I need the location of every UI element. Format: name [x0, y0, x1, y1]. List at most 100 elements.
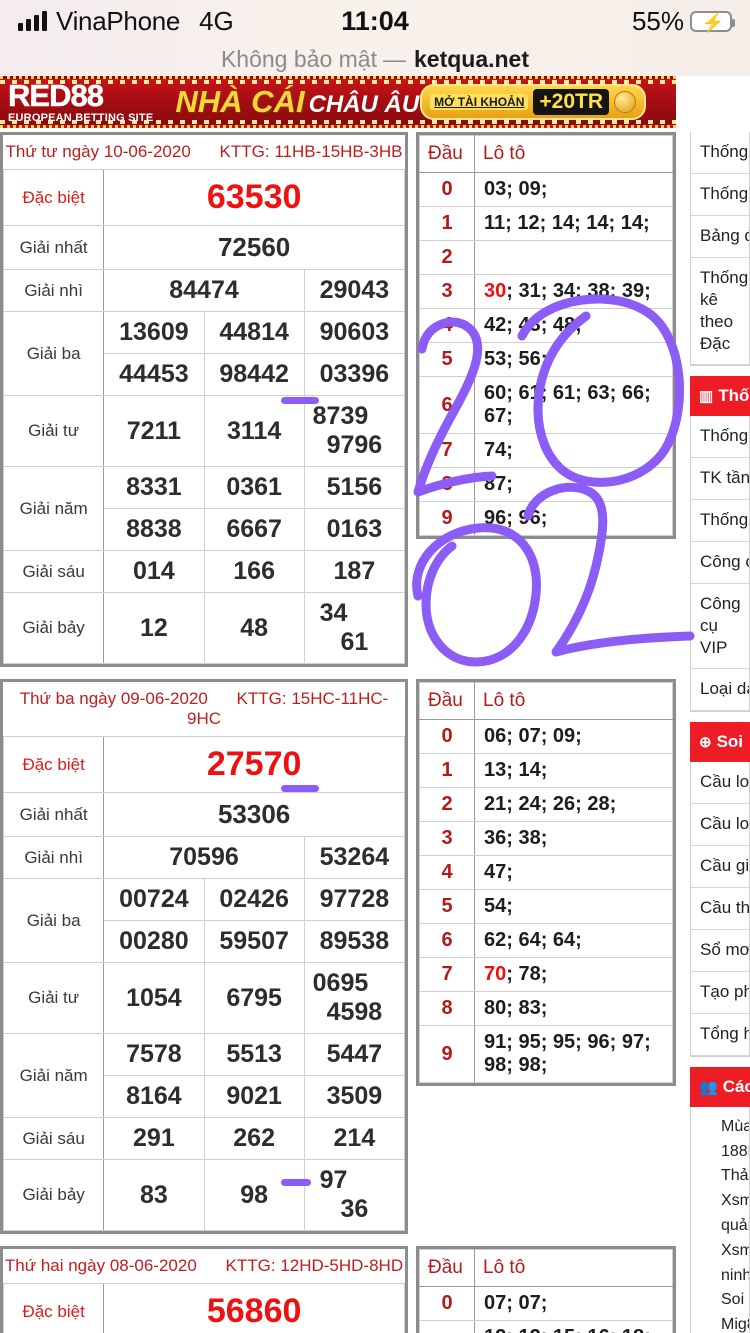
sidebar-item-congcu-1[interactable]: Công cụ: [691, 542, 749, 584]
loto-rest: 36; 38;: [484, 827, 548, 849]
sidebar-item-thongke-3[interactable]: Thống kê: [691, 416, 749, 459]
sidebar-item-somo[interactable]: Sổ mơ ⊞: [691, 930, 749, 972]
prize-value-seventh: 61: [340, 628, 369, 656]
battery-charging-icon: ⚡: [690, 10, 735, 34]
prize-value-third: 03396: [303, 353, 406, 396]
prize-value-third: 13609: [103, 311, 205, 354]
sidebar-item-thongke-dacbiet[interactable]: Thống kê theo Đặc: [691, 258, 749, 366]
sidebar-item-cauloto-1[interactable]: Cầu loto: [691, 762, 749, 805]
sidebar-section-thongke[interactable]: ▥ Thố: [690, 376, 750, 417]
table-row: Giải bảy 83 98 97 36: [2, 1159, 406, 1231]
table-row: Giải sáu 014 166 187: [2, 550, 406, 593]
table-row: 8838 6667 0163: [4, 508, 406, 551]
sidebar-item-tktansuat[interactable]: TK tần su: [691, 458, 749, 501]
loto-dau: 9: [419, 501, 475, 536]
loto-rest: 06; 07; 09;: [484, 725, 582, 747]
loto-dau: 3: [419, 821, 475, 856]
sidebar-item-tonghop[interactable]: Tổng hợp: [691, 1014, 749, 1056]
prize-value-seventh: 83: [103, 1159, 205, 1231]
loto-rest: 54;: [484, 895, 513, 917]
loto-rest: 74;: [484, 439, 513, 461]
loto-rest: 12; 12; 15; 16; 18; 18;: [484, 1326, 651, 1333]
sidebar-item-cauloto-2[interactable]: Cầu loto: [691, 804, 749, 847]
list-item[interactable]: Xsmt quản: [721, 1189, 749, 1239]
loto-rest: 53; 56;: [484, 348, 548, 370]
url-separator: —: [382, 45, 406, 72]
loto-table: Đầu Lô tô 0 06; 07; 09; 1 13; 14; 2 21; 24;…: [419, 682, 673, 1083]
prize-value-seventh: 98: [203, 1159, 305, 1231]
list-item[interactable]: 188b: [721, 1140, 749, 1165]
loto-dau: 6: [419, 376, 475, 434]
sidebar-section-title: Các: [722, 1076, 750, 1096]
prize-value-fourth: 6795: [203, 962, 305, 1034]
loto-head-dau: Đầu: [419, 682, 475, 720]
prize-value-fifth: 0163: [303, 508, 406, 551]
sidebar-item-loaidan[interactable]: Loại dàn: [691, 669, 749, 712]
result-kttg: KTTG: 12HD-5HD-8HD: [225, 1256, 404, 1275]
result-card: Thứ hai ngày 08-06-2020 KTTG: 12HD-5HD-8…: [0, 1246, 408, 1333]
loto-dau: 2: [419, 240, 475, 275]
banner-dots-top: [0, 80, 676, 84]
prize-value-special: 56860: [103, 1283, 405, 1333]
sidebar-item-caugiai[interactable]: Cầu giải: [691, 846, 749, 888]
banner-ad-red88[interactable]: RED88 EUROPEAN BETTING SITE NHÀ CÁI CHÂU…: [0, 76, 676, 128]
table-row: Thứ ba ngày 09-06-2020 KTTG: 15HC-11HC-9…: [3, 682, 405, 737]
sidebar-item-taophoi[interactable]: Tạo phôi: [691, 972, 749, 1014]
list-item[interactable]: Mùa: [721, 1115, 749, 1140]
list-item[interactable]: Thảo: [721, 1164, 749, 1189]
sidebar-item-thongke-1[interactable]: Thống kê: [691, 132, 749, 174]
table-row: Đặc biệt 63530: [2, 169, 405, 226]
prize-value-third: 02426: [203, 878, 305, 921]
loto-rest: 80; 83;: [484, 997, 548, 1019]
result-table: Thứ tư ngày 10-06-2020 KTTG: 11HB-15HB-3…: [2, 135, 406, 664]
prize-value-fifth: 8331: [103, 466, 205, 509]
table-row: Giải nhì 70596 53264: [2, 836, 406, 879]
sidebar-item-congcu-vip[interactable]: Công cụ VIP: [691, 584, 749, 670]
loto-head-dau: Đầu: [419, 135, 475, 173]
loto-hot: 70: [484, 963, 507, 985]
sidebar-section-soicau[interactable]: ⊕ Soi: [690, 722, 750, 763]
prize-label-fifth: Giải năm: [2, 466, 105, 551]
prize-value-fourth: 0695: [312, 969, 369, 997]
prize-value-third: 00280: [103, 920, 205, 963]
prize-label-first: Giải nhất: [2, 792, 105, 837]
sidebar-item-thongke-4[interactable]: Thống kê: [691, 500, 749, 542]
sidebar-item-cautheo[interactable]: Cầu theo: [691, 888, 749, 930]
result-date: Thứ tư ngày 10-06-2020: [5, 142, 191, 161]
prize-label-second: Giải nhì: [2, 269, 105, 312]
loto-card: Đầu Lô tô 0 07; 07; 1 12; 12; 15; 16; 18; …: [416, 1246, 676, 1333]
table-row: Giải năm 7578 5513 5447: [2, 1033, 406, 1118]
sidebar-section-cac[interactable]: 👥 Các: [690, 1066, 750, 1107]
prize-value-sixth: 187: [303, 550, 406, 593]
table-row: Thứ hai ngày 08-06-2020 KTTG: 12HD-5HD-8…: [3, 1249, 405, 1284]
loto-numbers: 80; 83;: [474, 991, 673, 1026]
sidebar-group-2: Cầu loto Cầu loto Cầu giải Cầu theo Sổ m…: [690, 762, 750, 1057]
prize-label-special: Đặc biệt: [2, 736, 105, 793]
browser-url-bar[interactable]: Không bảo mật — ketqua.net: [0, 42, 750, 76]
loto-numbers: 54;: [474, 889, 673, 924]
loto-dau: 4: [419, 308, 475, 343]
prize-value-sixth: 291: [103, 1117, 205, 1160]
list-item[interactable]: Soi c: [721, 1288, 749, 1313]
loto-card: Đầu Lô tô 0 06; 07; 09; 1 13; 14; 2 21; 24;…: [416, 679, 676, 1086]
list-item: 7 74;: [419, 433, 673, 468]
coin-icon: [614, 91, 636, 113]
sidebar-item-bangdac[interactable]: Bảng đặc: [691, 216, 749, 258]
prize-value-third: 44814: [203, 311, 305, 354]
battery-percent-label: 55%: [631, 5, 684, 36]
prize-value-fourth: 9796: [326, 431, 383, 459]
list-item[interactable]: Mig8: [721, 1313, 749, 1333]
list-item: 1 11; 12; 14; 14; 14;: [419, 206, 673, 241]
prize-value-fourth-wrap: 8739 9796: [303, 395, 406, 467]
loto-numbers: 13; 14;: [474, 753, 673, 788]
loto-rest: 87;: [484, 473, 513, 495]
prize-value-sixth: 262: [203, 1117, 305, 1160]
list-item: 4 42; 43; 48;: [419, 308, 673, 343]
banner-cta-button[interactable]: MỞ TÀI KHOẢN +20TR: [420, 84, 646, 120]
result-kttg: KTTG: 15HC-11HC-9HC: [186, 689, 389, 728]
loto-dau: 8: [419, 991, 475, 1026]
sidebar-item-thongke-2[interactable]: Thống kê: [691, 174, 749, 216]
prize-label-special: Đặc biệt: [2, 169, 105, 226]
prize-value-seventh: 36: [340, 1195, 369, 1223]
